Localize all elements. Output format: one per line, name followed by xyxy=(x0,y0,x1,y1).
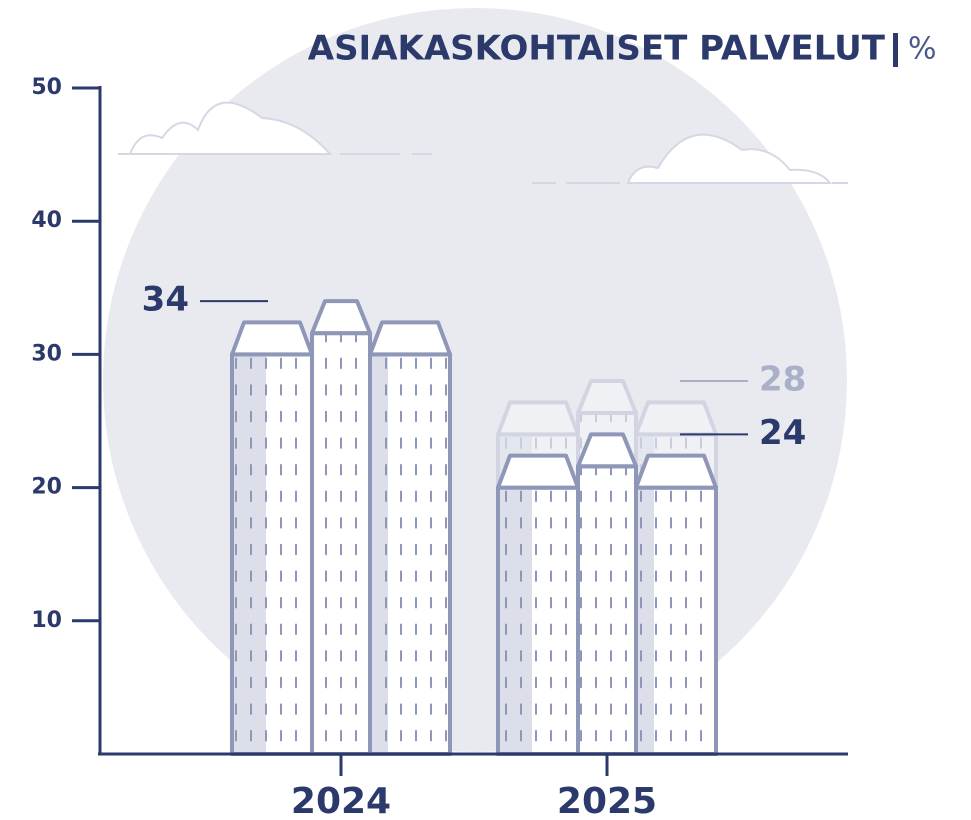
clouds xyxy=(118,101,848,184)
building-windows xyxy=(370,354,450,754)
building-windows xyxy=(232,354,312,754)
y-tick-label: 30 xyxy=(31,341,62,366)
tower-roof xyxy=(576,432,638,469)
building-roof xyxy=(368,320,452,357)
tower-windows xyxy=(312,333,370,754)
value-label: 24 xyxy=(759,413,806,453)
value-label: 28 xyxy=(759,360,806,400)
building-windows xyxy=(636,487,716,754)
tower-roof xyxy=(310,299,372,336)
x-tick-label: 2024 xyxy=(291,781,391,820)
building xyxy=(230,299,452,756)
y-tick-label: 20 xyxy=(31,475,62,500)
building-roof xyxy=(496,400,580,437)
y-tick-label: 40 xyxy=(31,208,62,233)
building-roof xyxy=(496,453,580,490)
y-tick-label: 10 xyxy=(31,608,62,633)
title-separator xyxy=(893,33,898,67)
building-windows xyxy=(498,487,578,754)
tower-windows xyxy=(578,466,636,754)
building xyxy=(496,432,718,756)
y-tick-label: 50 xyxy=(31,75,62,100)
chart-title: ASIAKASKOHTAISET PALVELUT xyxy=(308,29,886,69)
building-roof xyxy=(230,320,314,357)
tower-roof xyxy=(576,379,638,416)
value-label: 34 xyxy=(142,280,189,320)
building-roof xyxy=(634,400,718,437)
x-tick-label: 2025 xyxy=(557,781,657,820)
building-roof xyxy=(634,453,718,490)
plot xyxy=(230,299,718,756)
unit-label: % xyxy=(908,32,937,67)
